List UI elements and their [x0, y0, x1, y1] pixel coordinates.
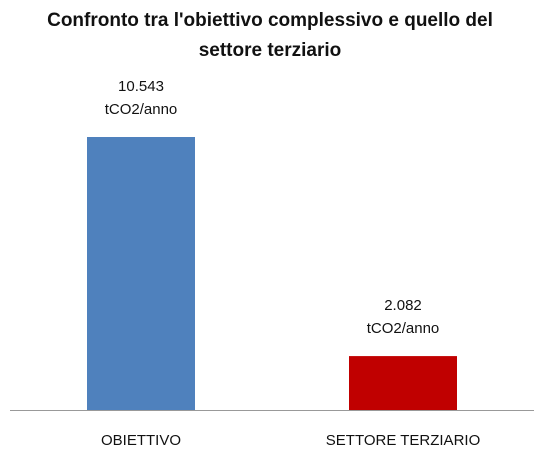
- bar: [87, 137, 195, 410]
- data-label: 2.082: [384, 297, 422, 314]
- chart-title: Confronto tra l'obiettivo complessivo e …: [47, 10, 493, 61]
- data-label: 10.543: [118, 78, 164, 95]
- data-label: tCO2/anno: [105, 101, 178, 118]
- bar: [349, 356, 457, 410]
- data-label: tCO2/anno: [367, 320, 440, 337]
- x-tick-label: SETTORE TERZIARIO: [326, 432, 480, 449]
- x-tick-label: OBIETTIVO: [101, 432, 181, 449]
